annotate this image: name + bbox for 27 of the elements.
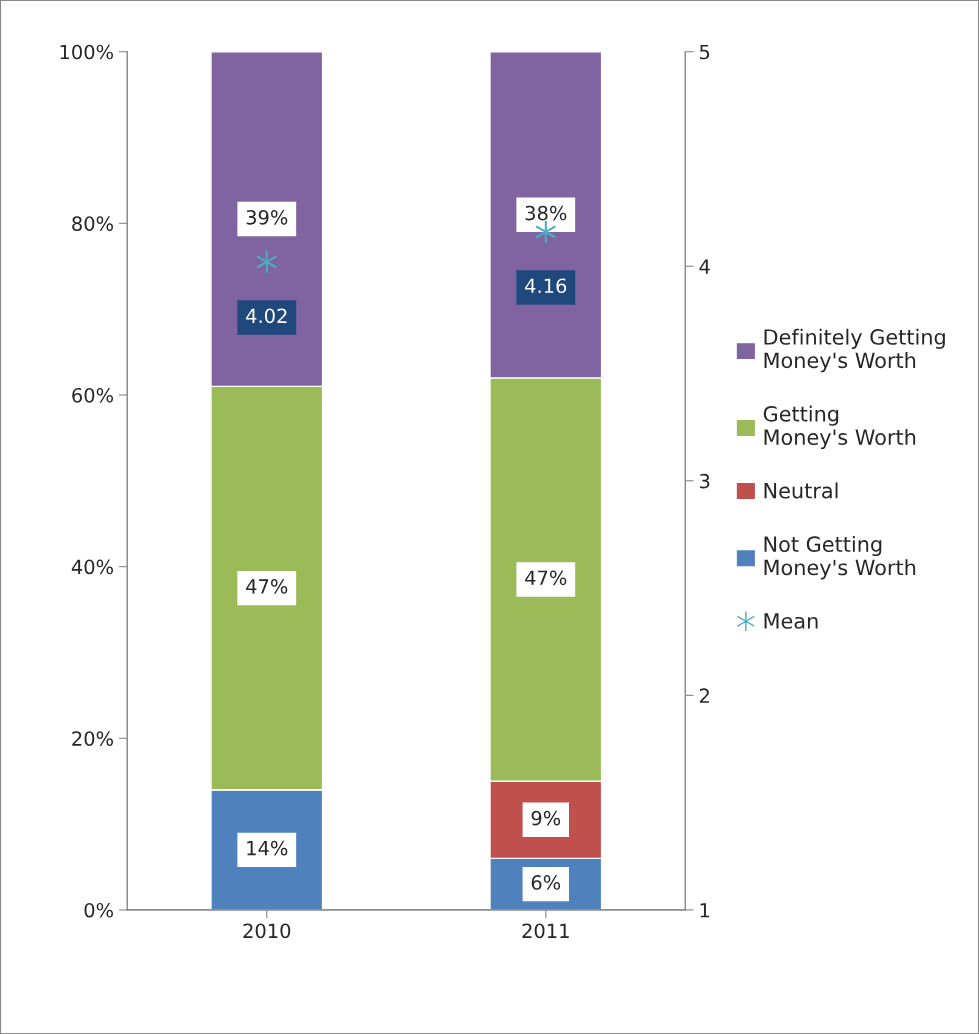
- data-label: 47%: [246, 579, 288, 594]
- legend-label: Not Getting Money's Worth: [764, 535, 916, 580]
- data-label: 14%: [247, 840, 288, 856]
- y2-tick-label: 2: [699, 688, 709, 703]
- y-tick-label: 0%: [84, 902, 113, 918]
- legend-label: Neutral: [764, 482, 838, 499]
- x-tick-label: 2011: [522, 923, 569, 939]
- legend-label: Getting Money's Worth: [763, 405, 916, 450]
- data-label: 39%: [246, 209, 288, 225]
- y-tick-label: 40%: [71, 559, 113, 575]
- data-label: 38%: [525, 205, 567, 221]
- y2-tick-label: 4: [699, 259, 710, 274]
- legend-label: Definitely Getting Money's Worth: [764, 328, 945, 373]
- y2-tick-label: 5: [700, 44, 710, 60]
- y-tick-label: 20%: [72, 731, 113, 746]
- y-tick-label: 60%: [72, 387, 113, 403]
- legend-label: Mean: [764, 613, 818, 629]
- y-tick-label: 100%: [60, 44, 113, 60]
- y-tick-label: 80%: [72, 216, 113, 232]
- data-label: 4.02: [246, 308, 287, 324]
- data-label: 9%: [531, 810, 561, 826]
- y2-tick-label: 1: [700, 903, 710, 918]
- y2-tick-label: 3: [699, 473, 710, 489]
- data-label: 6%: [531, 875, 561, 890]
- data-label: 47%: [525, 570, 567, 586]
- x-tick-label: 2010: [243, 923, 291, 939]
- data-label: 4.16: [525, 278, 567, 294]
